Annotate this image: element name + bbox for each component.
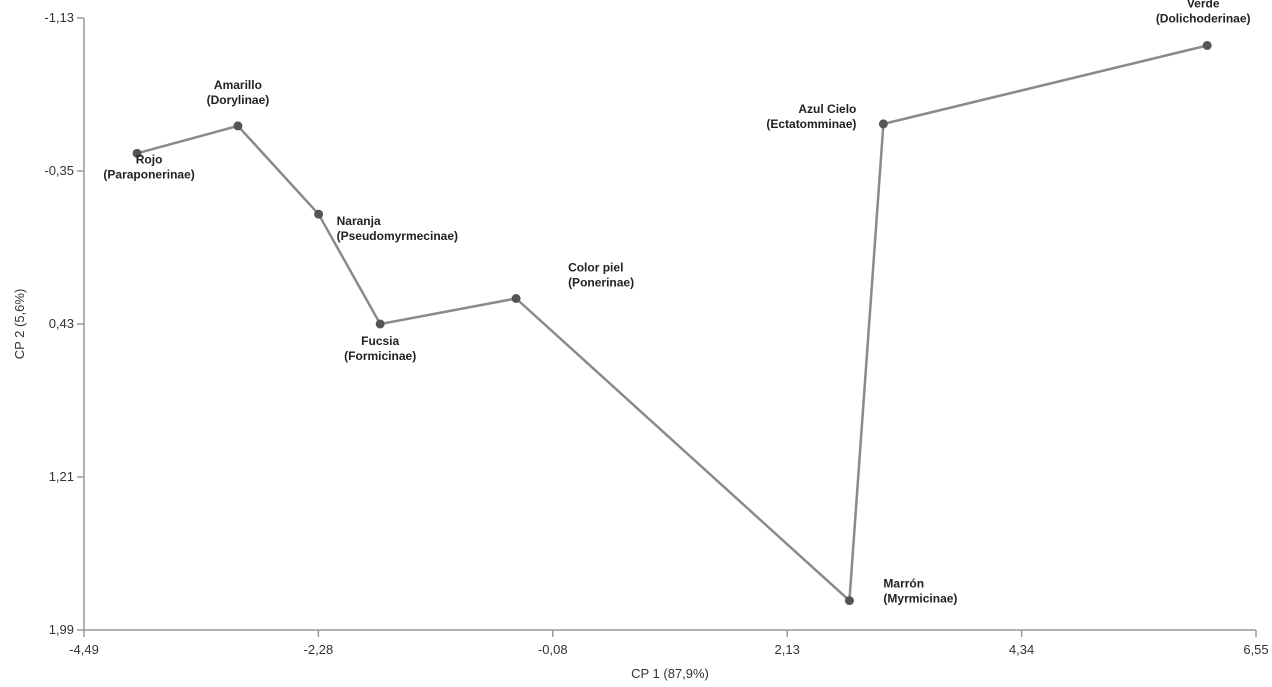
markers <box>132 40 1212 606</box>
y-tick-label: 0,43 <box>49 316 74 331</box>
y-tick-label: -1,13 <box>44 10 74 25</box>
x-tick-label: 6,55 <box>1243 642 1268 657</box>
y-tick-label: 1,99 <box>49 622 74 637</box>
data-point-marker <box>511 294 521 303</box>
data-point-marker <box>1202 40 1212 50</box>
data-point-label: Color piel (Ponerinae) <box>568 261 634 290</box>
series-line <box>136 44 1208 602</box>
data-point-marker <box>878 119 888 129</box>
data-point-marker <box>132 148 142 158</box>
x-axis-title: CP 1 (87,9%) <box>631 666 709 681</box>
data-point-marker <box>844 596 854 606</box>
x-tick-label: -0,08 <box>538 642 568 657</box>
data-point-marker <box>314 209 324 219</box>
data-point-label: Verde (Dolichoderinae) <box>1156 0 1251 25</box>
y-tick-label: -0,35 <box>44 163 74 178</box>
y-ticks: -1,13 -0,35 0,43 1,21 1,99 <box>44 10 84 637</box>
y-tick-label: 1,21 <box>49 469 74 484</box>
point-labels: Rojo (Paraponerinae) Amarillo (Dorylinae) Na… <box>103 0 1250 606</box>
x-tick-label: 2,13 <box>775 642 800 657</box>
data-point-label: Fucsia (Formicinae) <box>344 334 416 363</box>
data-point-label: Naranja (Pseudomyrmecinae) <box>337 214 458 243</box>
x-tick-label: -2,28 <box>304 642 334 657</box>
x-ticks: -4,49 -2,28 -0,08 2,13 4,34 6,55 <box>69 630 1269 657</box>
x-tick-label: 4,34 <box>1009 642 1034 657</box>
data-point-label: Amarillo (Dorylinae) <box>207 78 270 107</box>
data-point-label: Azul Cielo (Ectatomminae) <box>766 102 856 131</box>
y-axis-title: CP 2 (5,6%) <box>12 289 27 360</box>
data-point-label: Rojo (Paraponerinae) <box>103 152 194 181</box>
data-point-marker <box>233 121 243 131</box>
data-point-label: Marrón (Myrmicinae) <box>883 577 957 606</box>
data-point-marker <box>375 319 385 329</box>
x-tick-label: -4,49 <box>69 642 99 657</box>
